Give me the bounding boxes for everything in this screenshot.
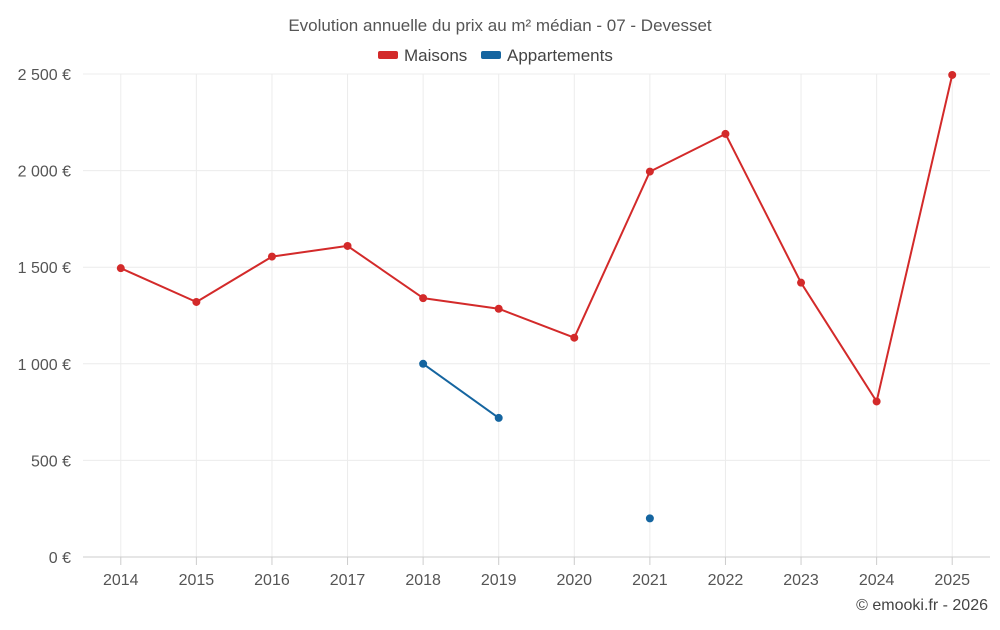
legend-label-appartements: Appartements: [507, 46, 613, 65]
y-tick-label: 1 000 €: [18, 357, 71, 374]
data-point-maisons[interactable]: [570, 333, 579, 342]
x-tick-label: 2022: [708, 572, 744, 589]
chart-title: Evolution annuelle du prix au m² médian …: [288, 16, 712, 35]
data-point-maisons[interactable]: [267, 252, 276, 261]
grid: [83, 73, 990, 557]
series-line-maisons: [119, 74, 954, 403]
legend-item-maisons[interactable]: Maisons: [378, 46, 467, 65]
credits-text[interactable]: © emooki.fr - 2026: [856, 597, 988, 614]
x-tick-label: 2015: [179, 572, 215, 589]
x-tick-label: 2019: [481, 572, 517, 589]
data-point-maisons[interactable]: [343, 241, 352, 250]
legend-swatch-maisons: [378, 51, 398, 59]
legend-label-maisons: Maisons: [404, 46, 467, 65]
y-tick-label: 2 000 €: [18, 164, 71, 181]
legend-item-appartements[interactable]: Appartements: [481, 46, 613, 65]
y-tick-label: 0 €: [49, 550, 71, 567]
data-point-maisons[interactable]: [645, 167, 654, 176]
legend: Maisons Appartements: [378, 46, 613, 65]
x-tick-label: 2018: [405, 572, 441, 589]
x-tick-label: 2020: [556, 572, 592, 589]
series-line-appartements: [422, 362, 500, 419]
data-point-maisons[interactable]: [192, 297, 201, 306]
legend-swatch-appartements: [481, 51, 501, 59]
data-point-appartements[interactable]: [645, 514, 654, 523]
x-tick-label: 2017: [330, 572, 366, 589]
x-tick-label: 2014: [103, 572, 139, 589]
x-tick-label: 2016: [254, 572, 290, 589]
data-point-appartements[interactable]: [494, 413, 503, 422]
x-tick-label: 2025: [934, 572, 970, 589]
y-tick-label: 2 500 €: [18, 67, 71, 84]
x-tick-label: 2024: [859, 572, 895, 589]
axes: 0 € 500 € 1 000 € 1 500 € 2 000 € 2 500 € 2014…: [18, 67, 990, 589]
data-point-maisons[interactable]: [797, 278, 806, 287]
x-tick-label: 2023: [783, 572, 819, 589]
data-point-maisons[interactable]: [494, 304, 503, 313]
data-point-maisons[interactable]: [116, 264, 125, 273]
data-point-maisons[interactable]: [872, 397, 881, 406]
x-tick-label: 2021: [632, 572, 668, 589]
y-tick-label: 1 500 €: [18, 260, 71, 277]
data-point-maisons[interactable]: [419, 294, 428, 303]
series: [116, 70, 957, 523]
data-point-maisons[interactable]: [721, 129, 730, 138]
data-point-maisons[interactable]: [948, 70, 957, 79]
y-tick-label: 500 €: [31, 453, 71, 470]
data-point-appartements[interactable]: [419, 359, 428, 368]
